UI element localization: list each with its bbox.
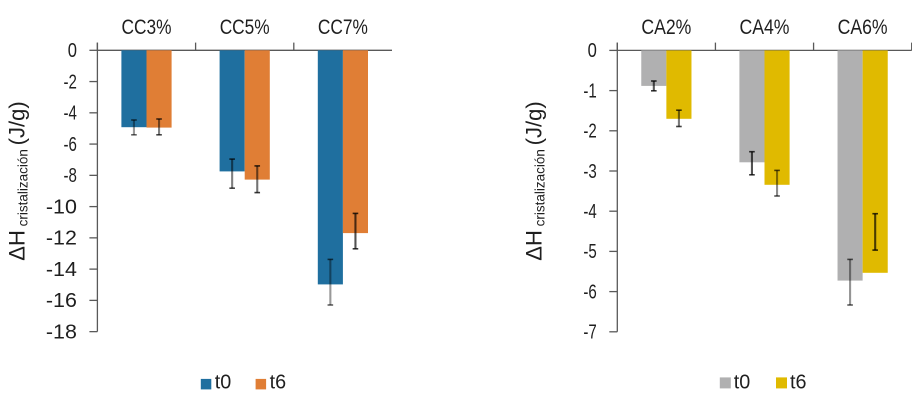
svg-text:-7: -7 [583,322,596,344]
svg-text:CA6%: CA6% [838,16,888,39]
svg-text:-16: -16 [46,290,77,312]
svg-text:t6: t6 [790,372,807,394]
svg-text:0: 0 [588,40,597,62]
svg-text:CC7%: CC7% [318,16,368,39]
svg-text:-6: -6 [64,134,77,156]
svg-text:t0: t0 [734,372,751,394]
svg-text:t0: t0 [215,372,232,394]
svg-text:CC3%: CC3% [122,16,172,39]
svg-text:-5: -5 [583,241,596,263]
svg-text:ΔH cristalización (J/g): ΔH cristalización (J/g) [5,101,31,260]
svg-text:CA4%: CA4% [740,16,790,39]
svg-text:-4: -4 [64,103,77,125]
svg-text:ΔH cristalización (J/g): ΔH cristalización (J/g) [522,101,548,260]
svg-text:-2: -2 [583,121,596,143]
svg-text:CA2%: CA2% [641,16,691,39]
svg-text:0: 0 [68,40,77,62]
svg-text:-1: -1 [583,80,596,102]
svg-text:-12: -12 [46,228,77,250]
svg-text:-2: -2 [64,71,77,93]
svg-text:CC5%: CC5% [220,16,270,39]
svg-text:-4: -4 [583,201,596,223]
svg-text:-14: -14 [46,259,77,281]
svg-text:-8: -8 [64,165,77,187]
svg-text:-6: -6 [583,281,596,303]
svg-text:-3: -3 [583,161,596,183]
svg-text:-18: -18 [46,321,77,343]
svg-text:-10: -10 [46,196,77,218]
svg-text:t6: t6 [270,372,287,394]
